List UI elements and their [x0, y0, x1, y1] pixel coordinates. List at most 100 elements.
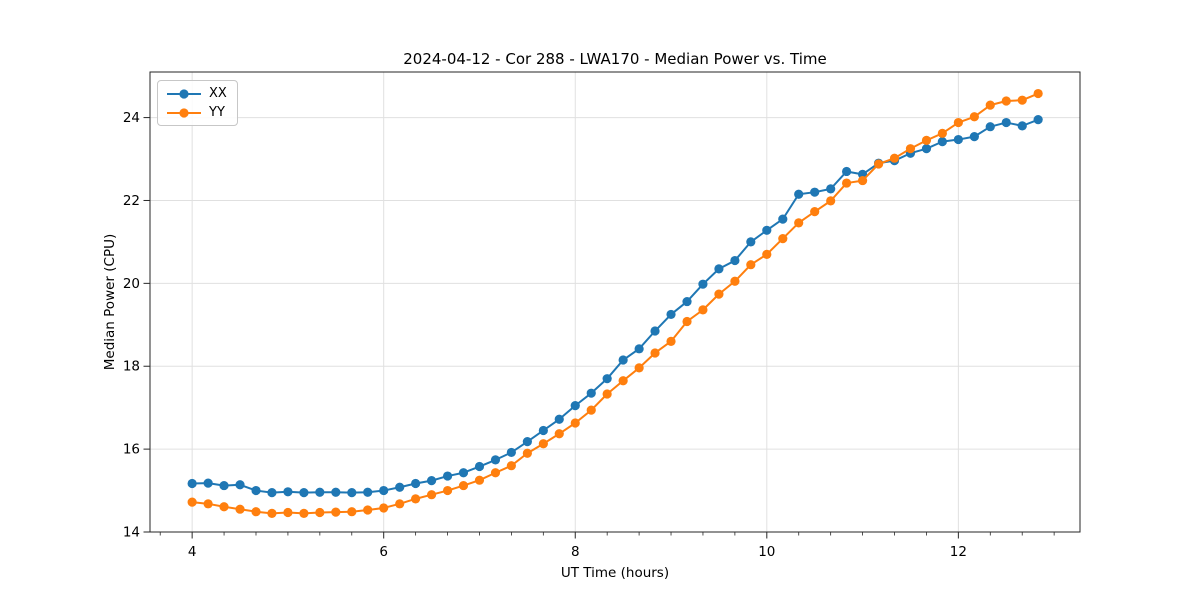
data-point-yy[interactable] — [203, 499, 213, 509]
data-point-xx[interactable] — [1001, 117, 1011, 128]
legend-item-xx[interactable]: XX — [166, 86, 227, 101]
data-point-yy[interactable] — [969, 112, 979, 122]
data-point-xx[interactable] — [666, 309, 676, 320]
data-point-xx[interactable] — [458, 468, 469, 478]
data-point-yy[interactable] — [442, 485, 453, 496]
data-point-yy[interactable] — [873, 159, 884, 169]
data-point-yy[interactable] — [794, 218, 804, 228]
data-point-xx[interactable] — [538, 425, 548, 436]
data-point-yy[interactable] — [746, 260, 756, 270]
data-point-yy[interactable] — [634, 363, 644, 373]
data-point-yy[interactable] — [426, 490, 437, 500]
data-point-yy[interactable] — [347, 507, 357, 517]
data-point-xx[interactable] — [778, 214, 788, 224]
data-point-yy[interactable] — [474, 475, 485, 485]
data-point-yy[interactable] — [379, 503, 389, 513]
data-point-yy[interactable] — [522, 448, 532, 458]
data-point-yy[interactable] — [602, 389, 612, 399]
data-point-xx[interactable] — [730, 255, 740, 266]
data-point-yy[interactable] — [219, 502, 229, 512]
data-point-yy[interactable] — [331, 507, 341, 517]
data-point-xx[interactable] — [474, 461, 485, 472]
data-point-yy[interactable] — [698, 305, 708, 315]
data-point-yy[interactable] — [937, 128, 947, 138]
data-point-yy[interactable] — [618, 376, 628, 386]
data-point-yy[interactable] — [251, 507, 261, 517]
data-point-xx[interactable] — [714, 264, 724, 274]
data-point-xx[interactable] — [267, 488, 277, 498]
data-point-yy[interactable] — [666, 336, 676, 346]
data-point-yy[interactable] — [985, 100, 995, 110]
data-point-xx[interactable] — [826, 184, 836, 194]
data-point-yy[interactable] — [410, 494, 421, 504]
data-point-yy[interactable] — [458, 480, 469, 491]
data-point-xx[interactable] — [586, 388, 596, 398]
data-point-xx[interactable] — [953, 134, 963, 145]
data-point-xx[interactable] — [299, 488, 309, 498]
data-point-yy[interactable] — [889, 153, 900, 163]
data-point-yy[interactable] — [650, 348, 660, 358]
data-point-xx[interactable] — [379, 485, 389, 496]
data-point-yy[interactable] — [1017, 95, 1027, 105]
data-point-yy[interactable] — [953, 117, 963, 128]
data-point-xx[interactable] — [347, 488, 357, 498]
data-point-yy[interactable] — [826, 196, 836, 206]
data-point-xx[interactable] — [682, 296, 692, 307]
data-point-xx[interactable] — [315, 487, 325, 497]
data-point-yy[interactable] — [1001, 96, 1011, 106]
data-point-xx[interactable] — [395, 482, 405, 492]
data-point-yy[interactable] — [586, 405, 596, 415]
data-point-yy[interactable] — [810, 207, 820, 217]
data-point-yy[interactable] — [905, 144, 916, 154]
data-point-yy[interactable] — [315, 507, 325, 518]
data-point-xx[interactable] — [442, 471, 453, 481]
data-point-yy[interactable] — [283, 507, 293, 518]
data-point-yy[interactable] — [490, 468, 501, 478]
data-point-yy[interactable] — [235, 504, 245, 514]
data-point-yy[interactable] — [395, 499, 405, 509]
data-point-xx[interactable] — [602, 374, 612, 384]
data-point-yy[interactable] — [921, 135, 932, 145]
data-point-yy[interactable] — [841, 178, 852, 188]
data-point-xx[interactable] — [1033, 115, 1043, 125]
data-point-xx[interactable] — [506, 447, 516, 458]
data-point-xx[interactable] — [634, 344, 644, 354]
data-point-xx[interactable] — [794, 189, 804, 199]
data-point-yy[interactable] — [538, 439, 548, 449]
data-point-xx[interactable] — [490, 455, 501, 465]
data-point-xx[interactable] — [522, 437, 532, 447]
data-point-xx[interactable] — [762, 225, 772, 235]
data-point-xx[interactable] — [235, 480, 245, 490]
data-point-xx[interactable] — [921, 144, 932, 154]
data-point-xx[interactable] — [203, 478, 213, 488]
data-point-xx[interactable] — [1017, 121, 1027, 131]
data-point-yy[interactable] — [554, 429, 564, 439]
data-point-yy[interactable] — [730, 276, 740, 286]
data-point-xx[interactable] — [219, 480, 229, 491]
data-point-yy[interactable] — [187, 497, 197, 507]
data-point-xx[interactable] — [650, 326, 660, 336]
data-point-yy[interactable] — [682, 316, 692, 327]
data-point-xx[interactable] — [841, 166, 852, 177]
data-point-yy[interactable] — [762, 249, 772, 259]
data-point-xx[interactable] — [698, 279, 708, 289]
data-point-yy[interactable] — [1033, 88, 1043, 99]
data-point-xx[interactable] — [570, 401, 580, 411]
data-point-xx[interactable] — [331, 487, 341, 497]
data-point-xx[interactable] — [187, 478, 197, 489]
data-point-xx[interactable] — [410, 478, 421, 489]
data-point-xx[interactable] — [810, 187, 820, 197]
data-point-xx[interactable] — [426, 476, 437, 486]
data-point-xx[interactable] — [283, 487, 293, 497]
data-point-xx[interactable] — [251, 485, 261, 496]
data-point-yy[interactable] — [363, 505, 373, 515]
data-point-xx[interactable] — [363, 487, 373, 497]
data-point-yy[interactable] — [714, 289, 724, 299]
data-point-yy[interactable] — [857, 175, 868, 186]
data-point-xx[interactable] — [969, 132, 979, 142]
data-point-xx[interactable] — [937, 137, 947, 147]
data-point-yy[interactable] — [267, 508, 277, 518]
data-point-xx[interactable] — [746, 237, 756, 247]
data-point-xx[interactable] — [985, 122, 995, 132]
legend-item-yy[interactable]: YY — [166, 105, 227, 120]
